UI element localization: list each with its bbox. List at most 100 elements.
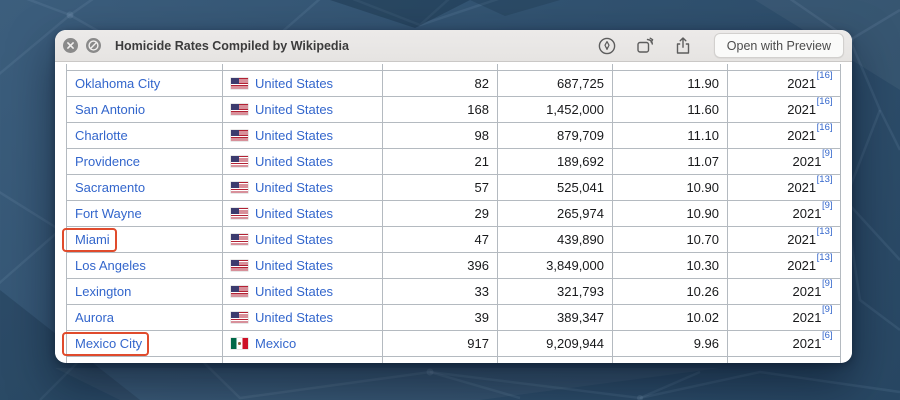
rotate-icon[interactable] bbox=[635, 36, 655, 56]
city-cell: Fort Wayne bbox=[66, 200, 223, 227]
table-row: Oklahoma City United States 82 687,725 1… bbox=[66, 70, 841, 97]
country-cell: United States bbox=[222, 96, 383, 123]
country-link[interactable]: United States bbox=[255, 102, 334, 117]
city-cell: Aurora bbox=[66, 304, 223, 331]
reference-link[interactable]: [9] bbox=[821, 148, 833, 160]
population-cell: 1,452,000 bbox=[497, 96, 613, 123]
country-link[interactable]: United States bbox=[255, 154, 334, 169]
country-link[interactable]: United States bbox=[255, 258, 334, 273]
homicides-cell: 396 bbox=[382, 252, 498, 279]
year-cell: 2021[13] bbox=[727, 226, 841, 253]
year-value: 2021 bbox=[787, 258, 817, 273]
city-link[interactable]: San Antonio bbox=[75, 102, 146, 117]
country-cell: United States bbox=[222, 174, 383, 201]
country-link[interactable]: United States bbox=[255, 128, 334, 143]
share-icon[interactable] bbox=[673, 36, 693, 56]
population-cell: 389,347 bbox=[497, 304, 613, 331]
year-value: 2021 bbox=[792, 154, 822, 169]
country-link[interactable]: United States bbox=[255, 232, 334, 247]
homicide-rates-table: Oklahoma City United States 82 687,725 1… bbox=[66, 64, 841, 363]
country-cell: United States bbox=[222, 252, 383, 279]
country-link[interactable]: United States bbox=[255, 180, 334, 195]
city-link[interactable]: Mexico City bbox=[75, 336, 143, 351]
country-link[interactable]: United States bbox=[255, 206, 334, 221]
reference-link[interactable]: [9] bbox=[821, 304, 833, 316]
table-row: Charlotte United States 98 879,709 11.10… bbox=[66, 122, 841, 149]
city-link[interactable]: Charlotte bbox=[75, 128, 128, 143]
homicides-cell: 168 bbox=[382, 96, 498, 123]
rate-cell: 10.90 bbox=[612, 174, 728, 201]
population-cell: 879,709 bbox=[497, 122, 613, 149]
table-row: Lexington United States 33 321,793 10.26… bbox=[66, 278, 841, 305]
reference-link[interactable]: [13] bbox=[816, 174, 833, 186]
rate-cell: 10.30 bbox=[612, 252, 728, 279]
city-link[interactable]: Aurora bbox=[75, 310, 115, 325]
table-row: Aurora United States 39 389,347 10.02 20… bbox=[66, 304, 841, 331]
country-link[interactable]: United States bbox=[255, 284, 334, 299]
reference-link[interactable]: [6] bbox=[821, 330, 833, 342]
year-cell: 2021[9] bbox=[727, 304, 841, 331]
city-link[interactable]: Lexington bbox=[75, 284, 132, 299]
year-value: 2021 bbox=[787, 232, 817, 247]
rate-cell: 9.96 bbox=[612, 330, 728, 357]
country-cell: United States bbox=[222, 304, 383, 331]
population-cell: 189,692 bbox=[497, 148, 613, 175]
city-link[interactable]: Fort Wayne bbox=[75, 206, 142, 221]
year-cell: 2021[13] bbox=[727, 252, 841, 279]
close-icon[interactable] bbox=[63, 38, 78, 53]
year-cell: 2021[9] bbox=[727, 148, 841, 175]
city-link[interactable]: Miami bbox=[75, 232, 110, 247]
reference-link[interactable]: [16] bbox=[816, 96, 833, 108]
window-title: Homicide Rates Compiled by Wikipedia bbox=[115, 38, 349, 53]
markup-icon[interactable] bbox=[597, 36, 617, 56]
city-link[interactable]: Los Angeles bbox=[75, 258, 146, 273]
window-titlebar: Homicide Rates Compiled by Wikipedia Ope… bbox=[55, 30, 852, 62]
city-link[interactable]: Providence bbox=[75, 154, 141, 169]
population-cell: 321,793 bbox=[497, 278, 613, 305]
rate-cell: 11.90 bbox=[612, 70, 728, 97]
country-cell: United States bbox=[222, 70, 383, 97]
reference-link[interactable]: [16] bbox=[816, 122, 833, 134]
homicides-cell: 39 bbox=[382, 304, 498, 331]
year-value: 2021 bbox=[787, 128, 817, 143]
country-link[interactable]: United States bbox=[255, 310, 334, 325]
rate-cell: 11.60 bbox=[612, 96, 728, 123]
rate-cell: 11.07 bbox=[612, 148, 728, 175]
country-cell: United States bbox=[222, 122, 383, 149]
open-with-preview-button[interactable]: Open with Preview bbox=[713, 33, 844, 58]
us-flag-icon bbox=[231, 234, 248, 245]
table-wrap: Oklahoma City United States 82 687,725 1… bbox=[62, 64, 841, 363]
country-cell: United States bbox=[222, 148, 383, 175]
homicides-cell: 82 bbox=[382, 70, 498, 97]
homicides-cell: 33 bbox=[382, 278, 498, 305]
reference-link[interactable]: [9] bbox=[821, 200, 833, 212]
year-value: 2021 bbox=[787, 180, 817, 195]
year-value: 2021 bbox=[787, 102, 817, 117]
city-cell: Lexington bbox=[66, 278, 223, 305]
prohibit-icon[interactable] bbox=[86, 38, 101, 53]
reference-link[interactable]: [13] bbox=[816, 226, 833, 238]
year-cell: 2021[16] bbox=[727, 122, 841, 149]
mexico-flag-icon bbox=[231, 338, 248, 349]
population-cell: 9,209,944 bbox=[497, 330, 613, 357]
year-value: 2021 bbox=[792, 206, 822, 221]
year-cell: 2021[16] bbox=[727, 70, 841, 97]
rate-cell: 10.90 bbox=[612, 200, 728, 227]
table-row: Mexico City Mexico 917 9,209,944 9.96 20… bbox=[66, 330, 841, 357]
table-row: Providence United States 21 189,692 11.0… bbox=[66, 148, 841, 175]
document-preview: Oklahoma City United States 82 687,725 1… bbox=[55, 62, 852, 363]
country-cell: Mexico bbox=[222, 330, 383, 357]
rate-cell: 10.26 bbox=[612, 278, 728, 305]
us-flag-icon bbox=[231, 104, 248, 115]
country-link[interactable]: United States bbox=[255, 76, 334, 91]
city-link[interactable]: Oklahoma City bbox=[75, 76, 161, 91]
city-link[interactable]: Sacramento bbox=[75, 180, 146, 195]
country-cell: United States bbox=[222, 226, 383, 253]
reference-link[interactable]: [16] bbox=[816, 70, 833, 82]
year-value: 2021 bbox=[792, 310, 822, 325]
reference-link[interactable]: [9] bbox=[821, 278, 833, 290]
city-cell: Charlotte bbox=[66, 122, 223, 149]
reference-link[interactable]: [13] bbox=[816, 252, 833, 264]
country-link[interactable]: Mexico bbox=[255, 336, 297, 351]
year-value: 2021 bbox=[792, 284, 822, 299]
